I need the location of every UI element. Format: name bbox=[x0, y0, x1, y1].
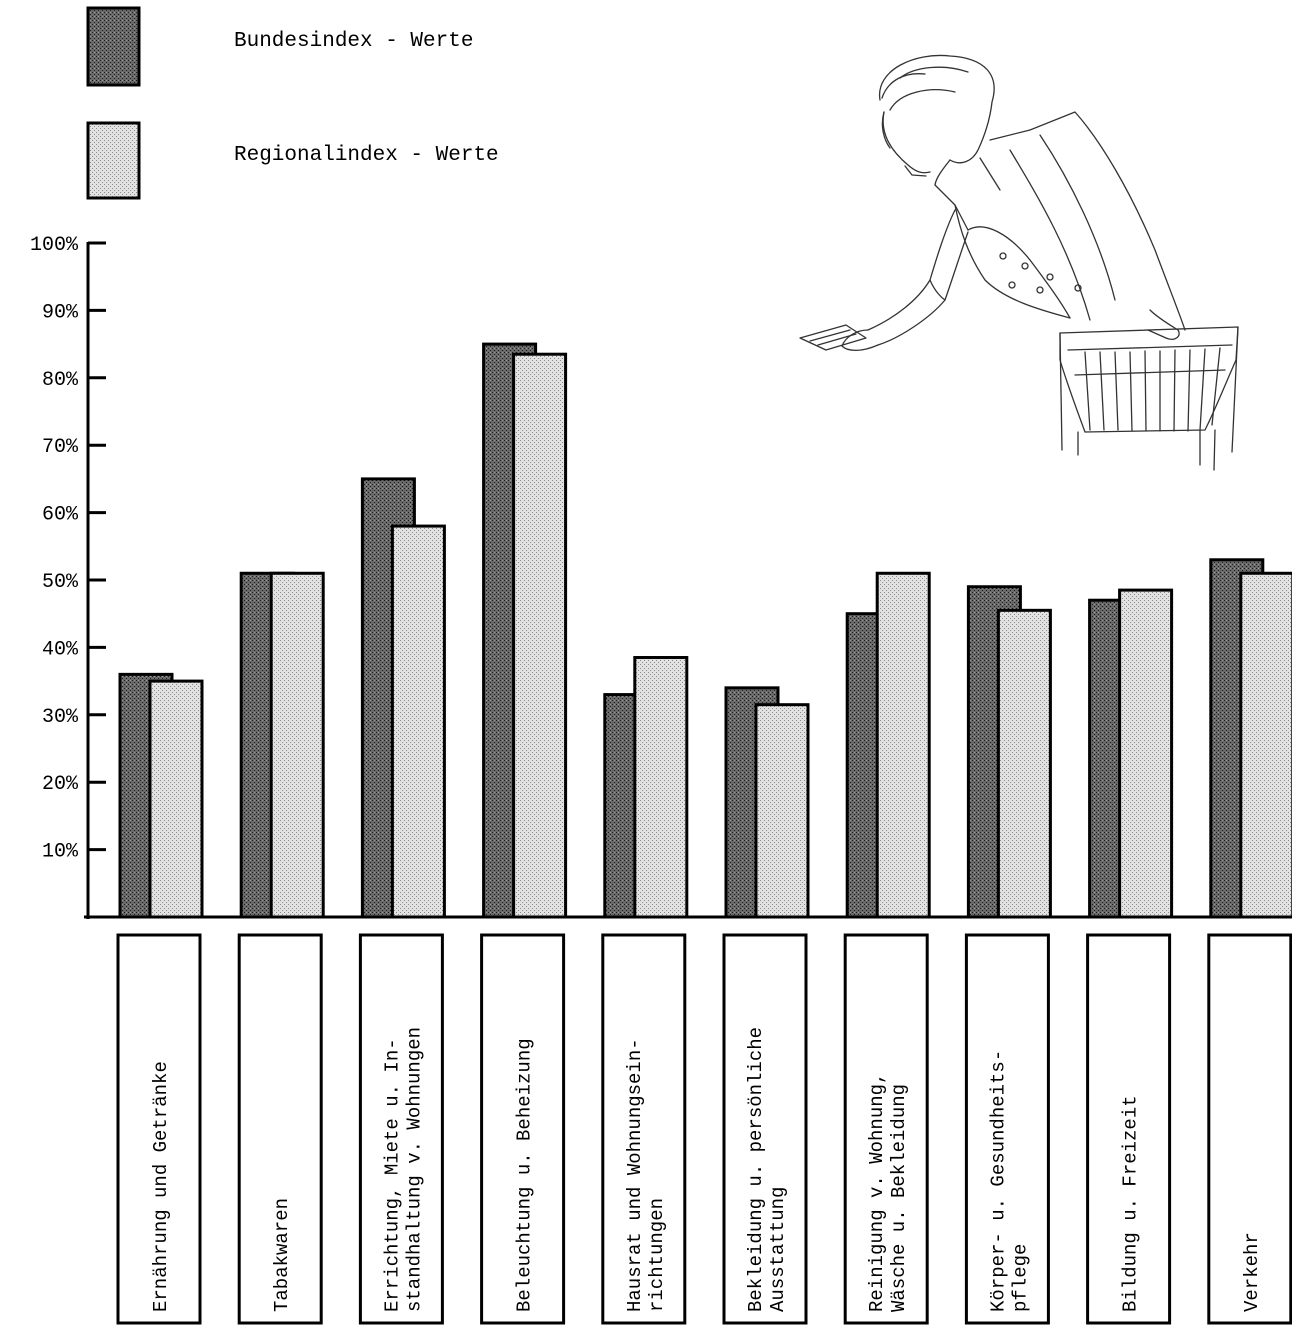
category-label: Wäsche u. Bekleidung bbox=[888, 1084, 910, 1312]
bar-regionalindex bbox=[996, 608, 1052, 919]
category-label: Verkehr bbox=[1241, 1232, 1263, 1312]
shopper-with-basket-icon bbox=[799, 54, 1239, 471]
category-label: Reinigung v. Wohnung, bbox=[866, 1073, 888, 1312]
category-box bbox=[1207, 933, 1292, 1325]
category-label: Errichtung, Miete u. In- bbox=[381, 1038, 403, 1312]
category-label: pflege bbox=[1009, 1244, 1031, 1312]
bar-regionalindex bbox=[754, 703, 810, 919]
category-label: Hausrat und Wohnungsein- bbox=[624, 1038, 646, 1312]
category-box bbox=[116, 933, 202, 1325]
y-tick-label: 30% bbox=[42, 706, 79, 729]
category-box bbox=[1086, 933, 1172, 1325]
category-box bbox=[601, 933, 687, 1325]
category-label: Bekleidung u. persönliche bbox=[745, 1027, 767, 1312]
category-labels: Ernährung und Getränke Tabakwaren Errichtu… bbox=[116, 933, 1292, 1325]
y-tick-label: 90% bbox=[42, 301, 79, 324]
category-label: standhaltung v. Wohnungen bbox=[403, 1027, 425, 1312]
category-label: Ernährung und Getränke bbox=[150, 1061, 172, 1312]
category-box bbox=[237, 933, 323, 1325]
category-box bbox=[480, 933, 566, 1325]
y-ticks: 10% 20% 30% 40% 50% 60% 70% 80% 90% 100% bbox=[30, 234, 106, 864]
category-label: Bildung u. Freizeit bbox=[1120, 1095, 1142, 1312]
y-tick-label: 50% bbox=[42, 571, 79, 594]
category-label: Ausstattung bbox=[767, 1187, 789, 1312]
category-box bbox=[358, 933, 444, 1325]
bar-regionalindex bbox=[148, 679, 204, 919]
bar-regionalindex bbox=[390, 524, 446, 919]
y-tick-label: 100% bbox=[30, 234, 79, 257]
category-label: Beleuchtung u. Beheizung bbox=[514, 1038, 536, 1312]
bar-regionalindex bbox=[1118, 588, 1174, 919]
legend-label-regionalindex: Regionalindex - Werte bbox=[234, 144, 499, 167]
legend-swatch-bundesindex bbox=[86, 6, 141, 87]
y-tick-label: 60% bbox=[42, 504, 79, 527]
category-label: Körper- u. Gesundheits- bbox=[987, 1050, 1009, 1312]
legend: Bundesindex - Werte Regionalindex - Wert… bbox=[86, 6, 499, 200]
bar-regionalindex bbox=[512, 352, 568, 919]
bars bbox=[118, 342, 1292, 919]
y-tick-label: 70% bbox=[42, 436, 79, 459]
y-tick-label: 10% bbox=[42, 841, 79, 864]
bar-regionalindex bbox=[875, 571, 931, 919]
y-tick-label: 40% bbox=[42, 638, 79, 661]
bar-regionalindex bbox=[269, 571, 325, 919]
legend-swatch-regionalindex bbox=[86, 121, 141, 200]
y-tick-label: 20% bbox=[42, 773, 79, 796]
legend-label-bundesindex: Bundesindex - Werte bbox=[234, 30, 473, 53]
y-tick-label: 80% bbox=[42, 369, 79, 392]
category-label: richtungen bbox=[646, 1198, 668, 1312]
bar-regionalindex bbox=[633, 656, 689, 919]
category-box bbox=[843, 933, 929, 1325]
bar-regionalindex bbox=[1239, 571, 1292, 919]
category-label: Tabakwaren bbox=[271, 1198, 293, 1312]
category-box bbox=[722, 933, 808, 1325]
category-box bbox=[964, 933, 1050, 1325]
